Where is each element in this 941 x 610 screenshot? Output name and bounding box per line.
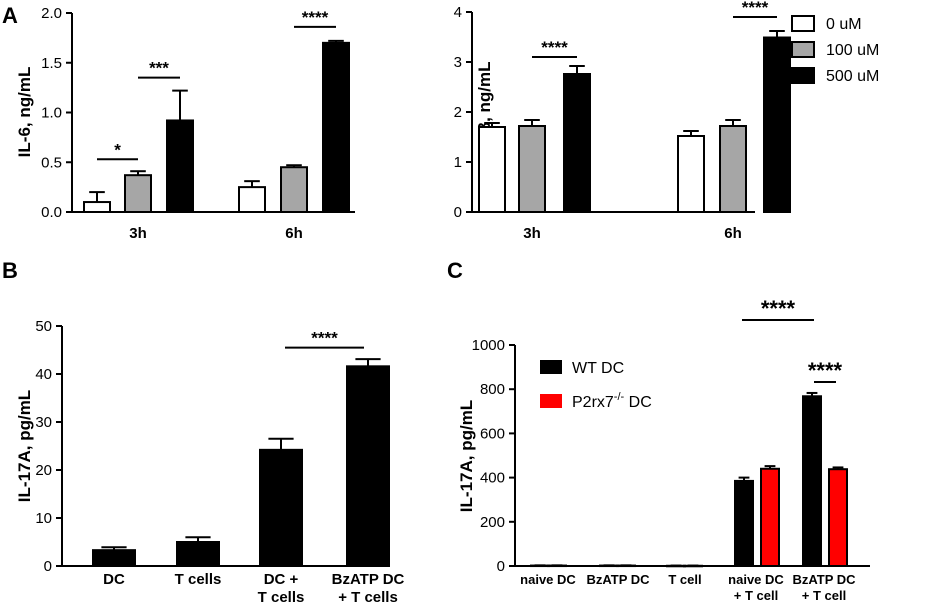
category-label: DC + (264, 571, 299, 588)
y-tick-label: 10 (35, 510, 52, 527)
panel-letter-A1: A (2, 3, 18, 28)
bar-B-0 (92, 549, 136, 567)
category-label: + T cell (802, 588, 846, 603)
bar-A1-s1-c0 (124, 174, 152, 213)
bar-A2-s1-c0 (518, 125, 546, 213)
category-label: 3h (129, 225, 147, 242)
significance-label: *** (149, 59, 169, 78)
category-label: naive DC (520, 572, 576, 587)
category-label: BzATP DC (792, 572, 856, 587)
legend-C-swatch-1 (540, 394, 562, 408)
legend-A-label-0: 0 uM (826, 16, 862, 33)
category-label: BzATP DC (586, 572, 650, 587)
y-tick-label: 1.5 (41, 55, 62, 72)
y-axis-title: IL-6, ng/mL (15, 67, 34, 158)
category-label: 6h (724, 225, 742, 242)
bar-C-s0-c0 (530, 564, 550, 568)
legend-C-label-0: WT DC (572, 360, 624, 377)
y-tick-label: 200 (480, 514, 505, 531)
category-label: naive DC (728, 572, 784, 587)
panel-letter-B: B (2, 258, 18, 283)
legend-C-label-base: P2rx7 (572, 394, 614, 411)
bar-B-1 (176, 541, 220, 567)
y-tick-label: 4 (454, 4, 462, 21)
category-label: BzATP DC (332, 571, 405, 588)
significance-label: **** (541, 38, 568, 57)
bar-C-s0-c1 (599, 564, 619, 568)
bar-C-s1-c4 (828, 468, 848, 567)
y-tick-label: 0 (44, 558, 52, 575)
legend-A-swatch-0 (791, 15, 815, 32)
y-tick-label: 20 (35, 462, 52, 479)
y-tick-label: 400 (480, 470, 505, 487)
category-label: + T cell (734, 588, 778, 603)
category-label: + T cells (338, 589, 398, 606)
bar-B-3 (346, 365, 390, 567)
bar-C-s1-c2 (683, 564, 703, 568)
legend-C-label-sup: -/- (614, 391, 625, 403)
significance-label: **** (302, 8, 329, 27)
bar-B-2 (259, 448, 303, 567)
significance-label: **** (311, 329, 338, 348)
y-tick-label: 800 (480, 381, 505, 398)
bar-A1-s2-c0 (166, 119, 194, 213)
category-label: T cell (668, 572, 701, 587)
significance-label: **** (761, 296, 796, 321)
bar-A1-s0-c0 (83, 201, 111, 214)
y-tick-label: 50 (35, 318, 52, 335)
bar-A1-s1-c1 (280, 166, 308, 214)
bar-C-s1-c3 (760, 467, 780, 568)
bar-A2-s1-c1 (719, 125, 747, 213)
y-axis-title: IL-17A, pg/mL (457, 400, 476, 512)
bar-C-s1-c0 (547, 564, 567, 568)
legend-A-label-1: 100 uM (826, 42, 879, 59)
category-label: 3h (523, 225, 541, 242)
bar-C-s0-c3 (734, 479, 754, 568)
significance-label: * (114, 140, 121, 159)
legend-A-label-2: 500 uM (826, 68, 879, 85)
y-tick-label: 0 (497, 558, 505, 575)
bar-A2-s0-c0 (478, 126, 506, 213)
bar-A1-s2-c1 (322, 41, 350, 213)
y-tick-label: 600 (480, 425, 505, 442)
category-label: T cells (258, 589, 305, 606)
y-tick-label: 0 (454, 204, 462, 221)
category-label: DC (103, 571, 125, 588)
bar-A2-s0-c1 (677, 135, 705, 213)
legend-C-swatch-0 (540, 360, 562, 374)
category-label: T cells (175, 571, 222, 588)
legend-C-label-rest: DC (624, 394, 652, 411)
legend-C-label-1: P2rx7-/- DC (572, 391, 652, 411)
y-tick-label: 1.0 (41, 105, 62, 122)
legend-A-swatch-1 (791, 41, 815, 58)
y-tick-label: 2.0 (41, 5, 62, 22)
y-tick-label: 0.5 (41, 154, 62, 171)
legend-A-swatch-2 (791, 67, 815, 84)
y-tick-label: 40 (35, 366, 52, 383)
y-axis-title: IL-17A, pg/mL (15, 390, 34, 502)
significance-label: **** (808, 358, 843, 383)
y-tick-label: 2 (454, 104, 462, 121)
y-tick-label: 30 (35, 414, 52, 431)
bar-C-s0-c4 (802, 395, 822, 567)
chart-C: C 0 200 400 600 800 1000 IL-17A, pg/mL naive DC B… (447, 258, 870, 603)
bar-A2-s2-c0 (563, 73, 591, 213)
legends-layer: 0 uM 100 uM 500 uM WT DC P2rx7-/- DC (540, 15, 879, 411)
bar-C-s0-c2 (666, 564, 686, 568)
y-tick-label: 1000 (472, 337, 505, 354)
y-tick-label: 3 (454, 54, 462, 71)
panel-letter-C: C (447, 258, 463, 283)
significance-label: **** (742, 0, 769, 17)
category-label: 6h (285, 225, 303, 242)
bar-A1-s0-c1 (238, 186, 266, 213)
y-tick-label: 0.0 (41, 204, 62, 221)
bar-C-s1-c1 (616, 564, 636, 568)
y-tick-label: 1 (454, 154, 462, 171)
bar-A2-s2-c1 (763, 36, 791, 213)
